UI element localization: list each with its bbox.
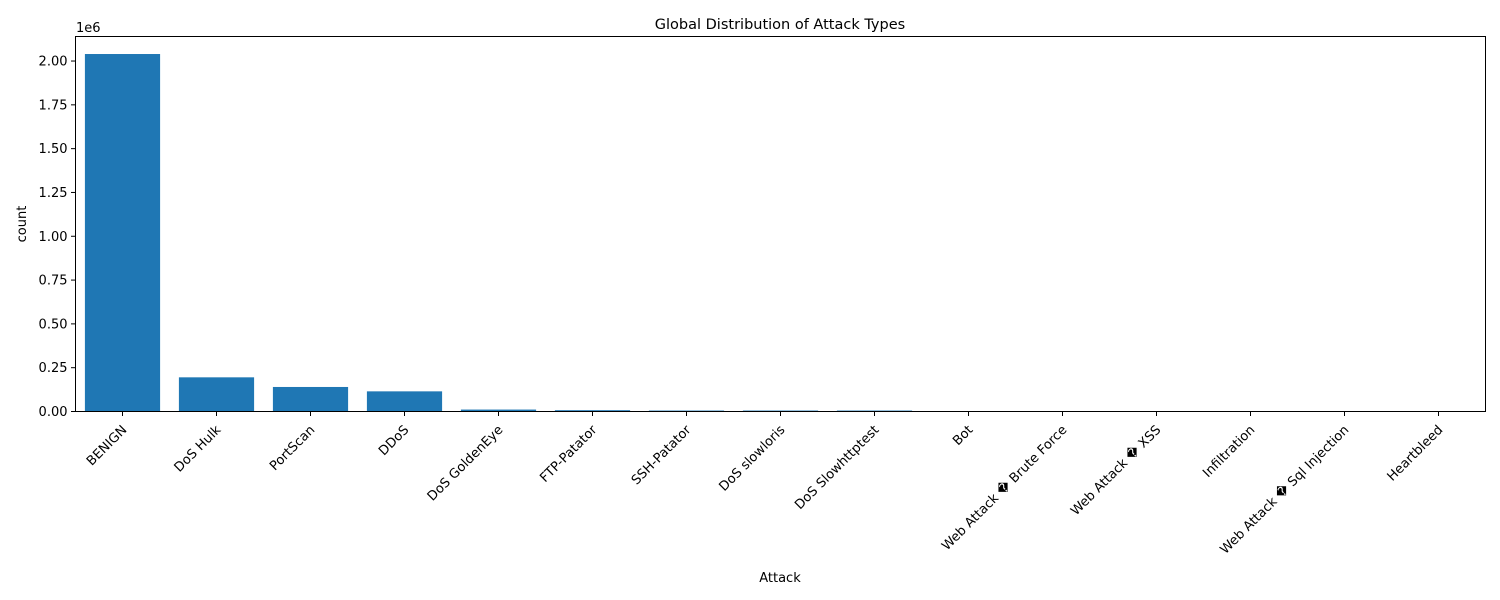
bar-4: [460, 409, 537, 412]
bar-3: [366, 391, 443, 412]
bar-0: [84, 54, 161, 412]
y-tick-label-8: 2.00: [39, 55, 68, 70]
y-axis-scale-label: 1e6: [76, 21, 101, 36]
y-tick-label-4: 1.00: [39, 230, 68, 245]
y-axis-label: count: [15, 206, 30, 243]
bar-1: [178, 377, 255, 412]
y-tick-label-2: 0.50: [39, 317, 68, 332]
y-tick-label-5: 1.25: [39, 186, 68, 201]
bar-2: [272, 386, 349, 412]
y-tick-label-0: 0.00: [39, 405, 68, 420]
plot-frame: [75, 36, 1486, 412]
x-axis-label: Attack: [759, 571, 801, 586]
y-tick-label-3: 0.75: [39, 274, 68, 289]
chart-title: Global Distribution of Attack Types: [655, 17, 905, 33]
bar-5: [554, 410, 631, 412]
bars-group: [84, 54, 1289, 412]
y-axis-ticks: 0.00 0.25 0.50 0.75 1.00 1.25 1.50 1.75 2.00: [39, 55, 76, 420]
y-tick-label-6: 1.50: [39, 142, 68, 157]
y-tick-label-1: 0.25: [39, 361, 68, 376]
y-tick-label-7: 1.75: [39, 98, 68, 113]
